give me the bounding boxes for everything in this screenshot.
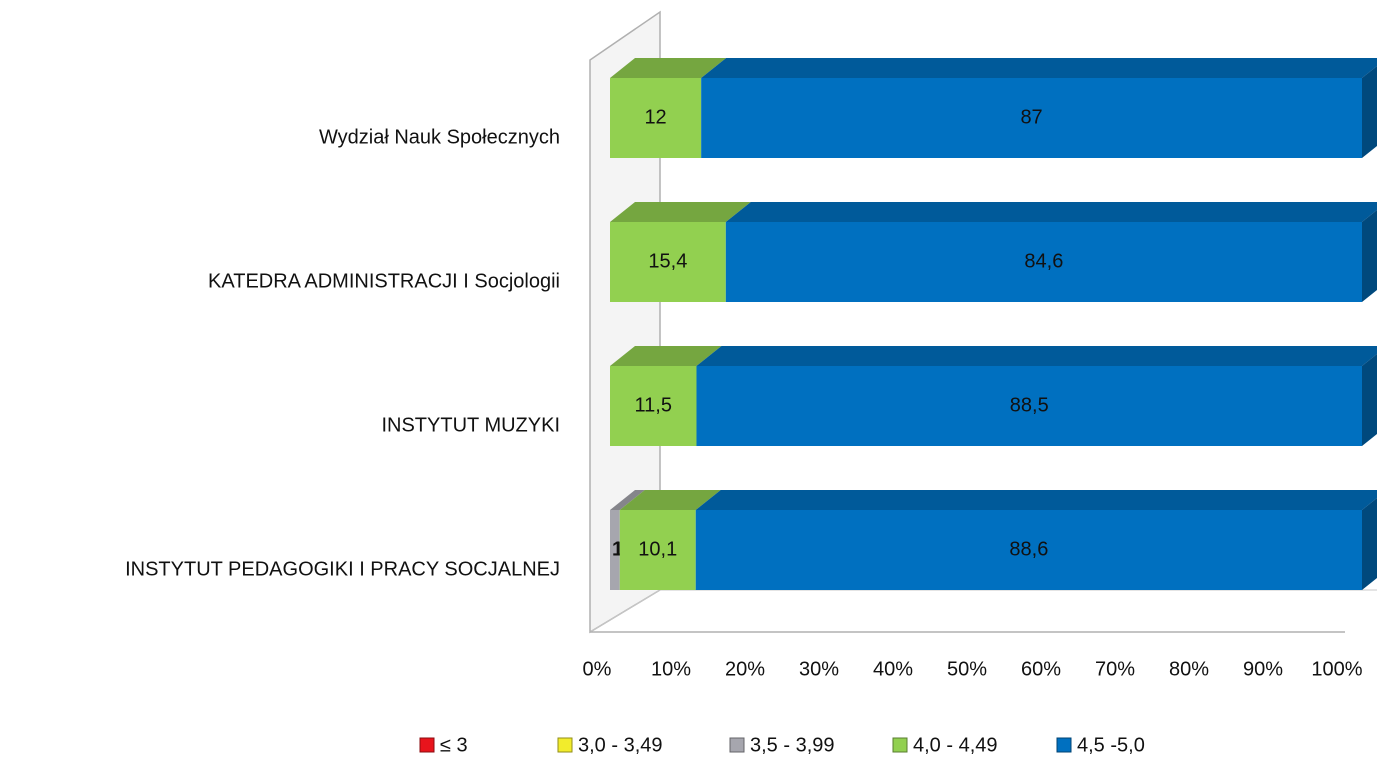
bar-top (701, 58, 1377, 78)
bar (701, 78, 1362, 158)
legend-label: 4,5 -5,0 (1077, 734, 1145, 756)
legend-label: 3,0 - 3,49 (578, 734, 663, 756)
bar-top (725, 202, 1377, 222)
data-label: 88,6 (1009, 538, 1048, 560)
legend-label: 3,5 - 3,99 (750, 734, 835, 756)
x-tick-label: 80% (1169, 658, 1209, 680)
bar-top (610, 202, 751, 222)
bar-side (1362, 498, 1377, 590)
bar (695, 510, 1362, 590)
legend-swatch (557, 737, 573, 753)
bar (696, 366, 1362, 446)
y-tick-label: KATEDRA ADMINISTRACJI I Socjologii (208, 270, 560, 292)
x-tick-label: 50% (947, 658, 987, 680)
floor (589, 589, 1377, 633)
y-tick-label: INSTYTUT PEDAGOGIKI I PRACY SOCJALNEJ (125, 558, 560, 580)
x-tick-label: 100% (1311, 658, 1362, 680)
y-tick-label: INSTYTUT MUZYKI (381, 414, 560, 436)
bar-top (695, 490, 1377, 510)
data-label: 12 (644, 106, 666, 128)
data-label: 88,5 (1010, 394, 1049, 416)
bar (725, 222, 1362, 302)
x-tick-label: 70% (1095, 658, 1135, 680)
bar (610, 222, 726, 302)
data-label: 10,1 (638, 538, 677, 560)
y-tick-label: Wydział Nauk Społecznych (319, 126, 560, 148)
x-tick-label: 0% (583, 658, 612, 680)
bar (619, 510, 696, 590)
bar (610, 366, 697, 446)
legend-swatch (1056, 737, 1072, 753)
legend-swatch (892, 737, 908, 753)
x-tick-label: 10% (651, 658, 691, 680)
legend-label: 4,0 - 4,49 (913, 734, 998, 756)
data-label: 15,4 (648, 250, 687, 272)
legend-swatch (419, 737, 435, 753)
legend-swatch (729, 737, 745, 753)
bar (610, 510, 620, 590)
data-label: 87 (1020, 106, 1042, 128)
x-tick-label: 30% (799, 658, 839, 680)
bar-top (610, 346, 722, 366)
bar-top (696, 346, 1377, 366)
bar (610, 78, 702, 158)
data-label: 84,6 (1024, 250, 1063, 272)
x-tick-label: 40% (873, 658, 913, 680)
bar-top (610, 490, 645, 510)
bar-top (619, 490, 721, 510)
bar-side (1362, 354, 1377, 446)
x-tick-label: 20% (725, 658, 765, 680)
bar-top (610, 58, 727, 78)
bar-side (1362, 66, 1377, 158)
x-tick-label: 90% (1243, 658, 1283, 680)
x-tick-label: 60% (1021, 658, 1061, 680)
data-label: 11,5 (635, 394, 672, 416)
bar-side (1362, 210, 1377, 302)
legend-label: ≤ 3 (440, 734, 468, 756)
